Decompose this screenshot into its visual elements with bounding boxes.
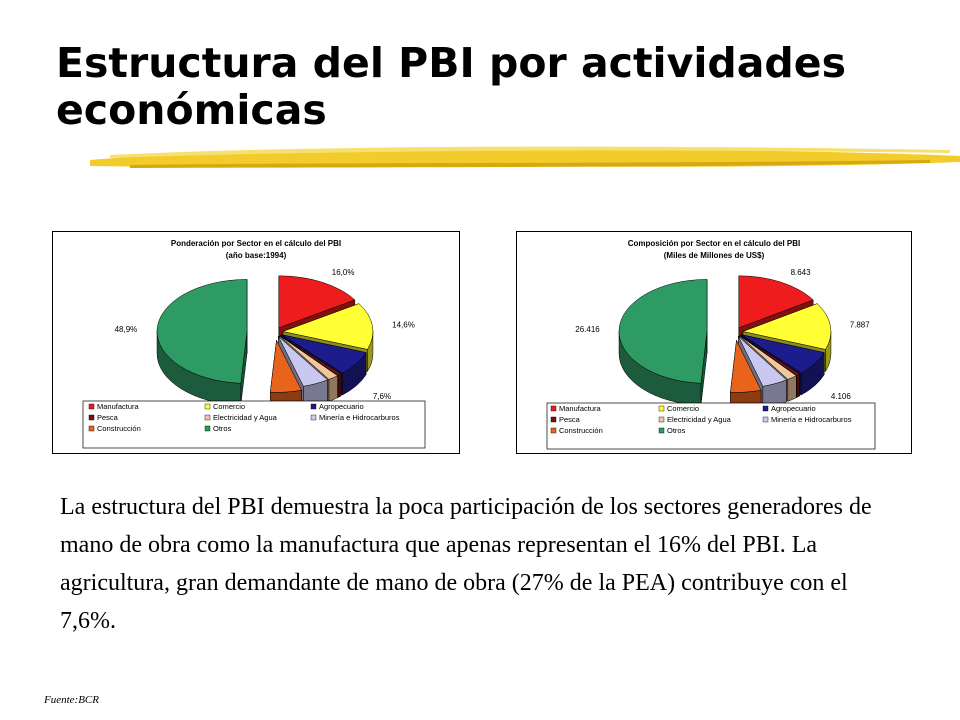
legend-item: Minería e Hidrocarburos [762, 415, 852, 424]
pie-slice [156, 279, 248, 406]
legend-item: Pesca [550, 415, 581, 424]
data-label: 26.416 [575, 325, 600, 334]
legend-label: Agropecuario [771, 404, 816, 413]
legend-label: Manufactura [97, 402, 140, 411]
legend-item: Construcción [550, 426, 603, 435]
data-label: 4.106 [831, 392, 852, 401]
chart-subtitle: (Miles de Millones de US$) [664, 251, 765, 260]
source-note: Fuente:BCR [44, 694, 99, 706]
pie-chart-composicion: Composición por Sector en el cálculo del… [546, 239, 876, 450]
legend-label: Minería e Hidrocarburos [319, 413, 400, 422]
legend-item: Construcción [88, 424, 141, 433]
chart-subtitle: (año base:1994) [226, 251, 287, 260]
legend-item: Electricidad y Agua [204, 413, 278, 422]
chart-legend: Manufactura Comercio Agropecuario Pesca Elec… [546, 402, 876, 450]
chart-panel-composicion: Composición por Sector en el cálculo del… [516, 231, 912, 454]
legend-label: Electricidad y Agua [213, 413, 278, 422]
legend-item: Otros [658, 426, 686, 435]
legend-item: Pesca [88, 413, 119, 422]
chart-panel-ponderacion: Ponderación por Sector en el cálculo del… [52, 231, 460, 454]
legend-item: Otros [204, 424, 232, 433]
legend-label: Minería e Hidrocarburos [771, 415, 852, 424]
data-label: 7,6% [373, 392, 391, 401]
legend-item: Manufactura [550, 404, 602, 413]
legend-label: Pesca [559, 415, 581, 424]
title-underline-brush [90, 146, 960, 168]
legend-item: Agropecuario [762, 404, 816, 413]
data-label: 14,6% [392, 321, 415, 330]
pie-slice [618, 279, 708, 406]
legend-label: Comercio [213, 402, 245, 411]
legend-item: Comercio [204, 402, 245, 411]
pie-chart-ponderacion: Ponderación por Sector en el cálculo del… [82, 239, 426, 449]
data-label: 8.643 [791, 268, 812, 277]
legend-label: Pesca [97, 413, 119, 422]
legend-item: Manufactura [88, 402, 140, 411]
legend-label: Agropecuario [319, 402, 364, 411]
legend-label: Construcción [97, 424, 141, 433]
chart-title: Composición por Sector en el cálculo del… [628, 239, 800, 248]
data-label: 7.887 [850, 321, 871, 330]
legend-label: Otros [213, 424, 232, 433]
legend-label: Electricidad y Agua [667, 415, 732, 424]
legend-label: Comercio [667, 404, 699, 413]
legend-item: Comercio [658, 404, 699, 413]
legend-label: Otros [667, 426, 686, 435]
slide-title: Estructura del PBI por actividades econó… [56, 39, 846, 134]
legend-item: Agropecuario [310, 402, 364, 411]
data-label: 48,9% [115, 325, 138, 334]
legend-label: Manufactura [559, 404, 602, 413]
legend-label: Construcción [559, 426, 603, 435]
legend-item: Minería e Hidrocarburos [310, 413, 400, 422]
data-label: 16,0% [332, 268, 355, 277]
chart-title: Ponderación por Sector en el cálculo del… [171, 239, 341, 248]
chart-legend: Manufactura Comercio Agropecuario Pesca Elec… [82, 400, 426, 449]
body-paragraph: La estructura del PBI demuestra la poca … [60, 494, 872, 634]
legend-item: Electricidad y Agua [658, 415, 732, 424]
